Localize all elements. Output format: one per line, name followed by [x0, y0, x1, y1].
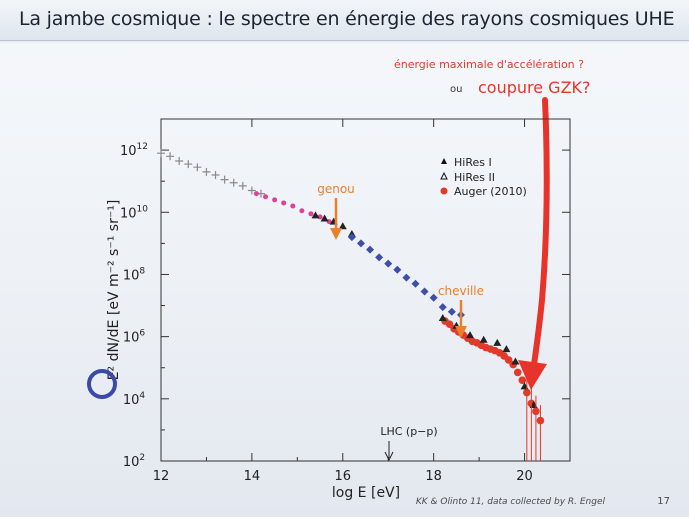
data-points [157, 149, 545, 461]
slide-title: La jambe cosmique : le spectre en énergi… [19, 8, 675, 30]
gzk-arrow-head [518, 360, 547, 390]
x-tick-label: 18 [425, 469, 442, 484]
gzk-annotation: coupure GZK? [478, 78, 591, 97]
data-point [229, 178, 238, 187]
data-point [193, 163, 202, 172]
gzk-arrow [530, 97, 550, 375]
data-point [247, 186, 256, 195]
genou-arrow-head [330, 228, 342, 240]
data-point [290, 203, 296, 209]
y-tick-label: 1012 [120, 142, 148, 159]
data-point [518, 376, 527, 384]
lhc-arrow-head [384, 451, 394, 462]
data-point [393, 265, 402, 274]
legend: HiRes I HiRes II Auger (2010) [440, 156, 527, 198]
data-point [466, 331, 475, 339]
legend-label-hires2: HiRes II [454, 171, 495, 184]
data-point [253, 191, 259, 197]
data-point [420, 287, 429, 296]
data-point [338, 222, 347, 230]
cheville-label: cheville [438, 284, 484, 298]
x-tick-label: 12 [153, 469, 170, 484]
y-axis-label: E² dN/dE [eV m⁻² s⁻¹ sr⁻¹] [106, 200, 122, 381]
data-point [366, 245, 375, 254]
data-point [166, 152, 175, 161]
data-point [238, 181, 247, 190]
legend-marker-filled-triangle [441, 158, 447, 164]
data-point [375, 253, 384, 262]
data-point [347, 233, 356, 242]
lhc-label: LHC (p−p) [380, 425, 437, 438]
page-number: 17 [657, 496, 670, 507]
data-point [479, 335, 488, 343]
legend-marker-open-triangle [440, 171, 448, 180]
data-point [175, 156, 184, 165]
data-point [220, 175, 229, 184]
data-point [157, 149, 165, 158]
data-point [184, 160, 193, 169]
data-point [281, 200, 287, 206]
data-point [502, 345, 511, 353]
y-tick-label: 108 [123, 266, 146, 283]
data-point [493, 338, 502, 346]
y-ticks: 102 104 106 108 1010 1012 [120, 142, 570, 470]
legend-label-auger: Auger (2010) [454, 185, 527, 198]
data-point [211, 170, 220, 179]
data-point [511, 357, 520, 365]
energy-max-annotation: énergie maximale d'accélération ? [394, 58, 584, 71]
data-point [263, 194, 269, 200]
data-point [384, 259, 393, 268]
data-point [202, 167, 211, 176]
data-point [311, 211, 320, 219]
highlight-circle [87, 369, 117, 399]
data-point [356, 239, 365, 248]
y-tick-label: 106 [123, 329, 146, 346]
cheville-arrow-head [455, 326, 467, 338]
data-point [272, 197, 278, 203]
data-point [320, 214, 329, 222]
x-tick-label: 14 [244, 469, 261, 484]
data-point [504, 356, 513, 364]
data-point [445, 320, 454, 329]
x-axis-label: log E [eV] [332, 485, 400, 501]
ou-label: ou [450, 84, 462, 95]
data-point [308, 211, 314, 217]
data-point [299, 208, 305, 214]
plot-frame [160, 118, 571, 462]
legend-marker-red-circle [440, 187, 448, 195]
legend-label-hires1: HiRes I [454, 156, 492, 169]
footer-credit: KK & Olinto 11, data collected by R. Eng… [415, 497, 605, 507]
x-tick-label: 16 [335, 469, 352, 484]
data-point [429, 293, 438, 302]
data-point [411, 279, 420, 288]
y-tick-label: 104 [123, 391, 146, 408]
data-point [438, 303, 447, 312]
title-bar: La jambe cosmique : le spectre en énergi… [0, 0, 689, 41]
genou-label: genou [317, 182, 355, 196]
data-point [447, 307, 456, 316]
y-tick-label: 1010 [120, 204, 148, 221]
data-point [438, 313, 447, 321]
data-point [402, 273, 411, 282]
x-ticks: 12 14 16 18 20 [153, 119, 533, 484]
data-point [513, 368, 522, 377]
x-tick-label: 20 [516, 469, 533, 484]
y-tick-label: 102 [123, 453, 145, 470]
